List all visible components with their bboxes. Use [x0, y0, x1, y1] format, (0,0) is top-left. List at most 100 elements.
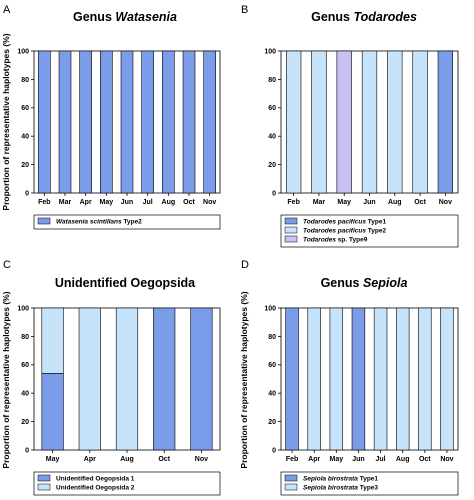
y-tick-label: 100	[264, 48, 276, 55]
bar-segment	[100, 50, 113, 194]
legend-entry-type: sp. Type9	[336, 237, 368, 244]
bar-segment	[141, 50, 154, 194]
legend-box	[33, 471, 221, 496]
x-tick-label: Aug	[120, 456, 134, 463]
y-tick-label: 20	[21, 419, 29, 426]
legend-swatch	[284, 217, 298, 225]
y-tick-label: 100	[17, 48, 29, 55]
y-tick-label: 0	[272, 447, 276, 454]
x-tick-label: Jun	[352, 456, 364, 463]
x-tick-label: May	[337, 199, 351, 206]
y-tick-label: 20	[268, 419, 276, 426]
bar-segment	[361, 50, 378, 194]
y-tick-label: 40	[268, 134, 276, 141]
x-tick-label: Aug	[396, 456, 410, 463]
x-tick-label: Oct	[183, 199, 195, 206]
y-tick-label: 80	[21, 334, 29, 341]
legend-entry-type: Type1	[358, 476, 378, 483]
bar-segment	[440, 307, 454, 451]
bar-segment	[120, 50, 134, 194]
chart-title-text: Genus	[311, 10, 353, 24]
chart-title-genus: Sepiola	[363, 276, 408, 290]
bar-segment	[153, 307, 176, 451]
legend-entry: Sepiola birostrata Type3	[303, 485, 378, 492]
x-tick-label: Nov	[439, 199, 452, 206]
y-tick-label: 0	[25, 190, 29, 197]
bar-segment	[395, 307, 410, 451]
chart-panel-a: A Genus Watasenia Proportion of representa…	[1, 4, 221, 230]
x-tick-label: Oct	[414, 199, 426, 206]
x-tick-label: Mar	[59, 199, 72, 206]
y-tick-label: 40	[21, 134, 29, 141]
legend-swatch	[284, 226, 298, 234]
x-tick-label: Nov	[195, 456, 208, 463]
chart-panel-c: C Unidentified Oegopsida Proportion of rep…	[1, 259, 221, 496]
chart-title: Unidentified Oegopsida	[55, 276, 196, 290]
bar-segment	[79, 50, 92, 194]
bar-segment	[38, 50, 51, 194]
y-tick-label: 40	[268, 391, 276, 398]
legend-swatch	[37, 217, 51, 225]
y-tick-label: 80	[21, 77, 29, 84]
bar-segment	[329, 307, 344, 451]
legend-entry-type: Type1	[366, 219, 386, 226]
y-tick-label: 100	[17, 305, 29, 312]
legend-entry-species: Todarodes	[303, 237, 336, 244]
panel-letter: D	[241, 259, 249, 271]
x-tick-label: Feb	[38, 199, 50, 206]
y-tick-label: 20	[21, 162, 29, 169]
panel-letter: A	[3, 4, 11, 16]
legend-swatch	[284, 235, 298, 243]
chart-title-genus: Todarodes	[353, 10, 416, 24]
x-tick-label: Aug	[388, 199, 402, 206]
bar-segment	[437, 50, 453, 194]
legend-entry-species: Watasenia scintillans	[56, 219, 122, 226]
x-tick-label: Nov	[203, 199, 216, 206]
x-tick-label: May	[100, 199, 114, 206]
y-tick-label: 100	[264, 305, 276, 312]
x-tick-label: Jun	[121, 199, 133, 206]
x-tick-label: Feb	[287, 199, 299, 206]
x-tick-label: Jul	[376, 456, 386, 463]
y-tick-label: 0	[272, 190, 276, 197]
legend-box	[280, 471, 459, 496]
x-tick-label: Aug	[162, 199, 176, 206]
chart-title: Genus Watasenia	[73, 10, 177, 24]
bar-segment	[182, 50, 196, 194]
legend-entry-type: Type2	[122, 219, 142, 226]
bar-segment	[412, 50, 428, 194]
bar-segment	[58, 50, 72, 194]
x-tick-label: Nov	[440, 456, 453, 463]
legend-entry-type: Type2	[366, 228, 386, 235]
legend-entry-type: Unidentified Oegopsida 2	[56, 485, 135, 492]
chart-panel-b: B Genus Todarodes 0 20 40 60 80 100 Feb Mar May Jun…	[241, 4, 459, 248]
panel-letter: B	[241, 4, 248, 16]
x-tick-label: Apr	[84, 456, 96, 463]
x-tick-label: Apr	[308, 456, 320, 463]
y-axis-label: Proportion of representative haplotypes …	[239, 291, 249, 468]
bar-segment	[351, 307, 366, 451]
bar-segment	[387, 50, 403, 194]
chart-title-text: Unidentified Oegopsida	[55, 276, 196, 290]
bar-segment	[190, 307, 213, 451]
y-tick-label: 20	[268, 162, 276, 169]
legend-entry: Sepiola birostrata Type1	[303, 476, 378, 483]
legend-swatch	[284, 474, 298, 482]
legend-entry: Todarodes pacificus Type2	[303, 228, 386, 235]
x-tick-label: Feb	[286, 456, 298, 463]
legend-entry-species: Todarodes pacificus	[303, 228, 366, 235]
bar-segment	[418, 307, 432, 451]
bar-segment	[162, 50, 175, 194]
legend-entry: Watasenia scintillans Type2	[56, 219, 142, 226]
y-tick-label: 0	[25, 447, 29, 454]
y-tick-label: 60	[21, 362, 29, 369]
bar-segment	[286, 50, 302, 194]
bar-segment	[115, 307, 139, 451]
x-tick-label: Oct	[419, 456, 431, 463]
bar-segment	[311, 50, 327, 194]
chart-title-text: Genus	[321, 276, 363, 290]
legend-entry: Todarodes pacificus Type1	[303, 219, 386, 226]
y-tick-label: 40	[21, 391, 29, 398]
legend-swatch	[284, 483, 298, 491]
